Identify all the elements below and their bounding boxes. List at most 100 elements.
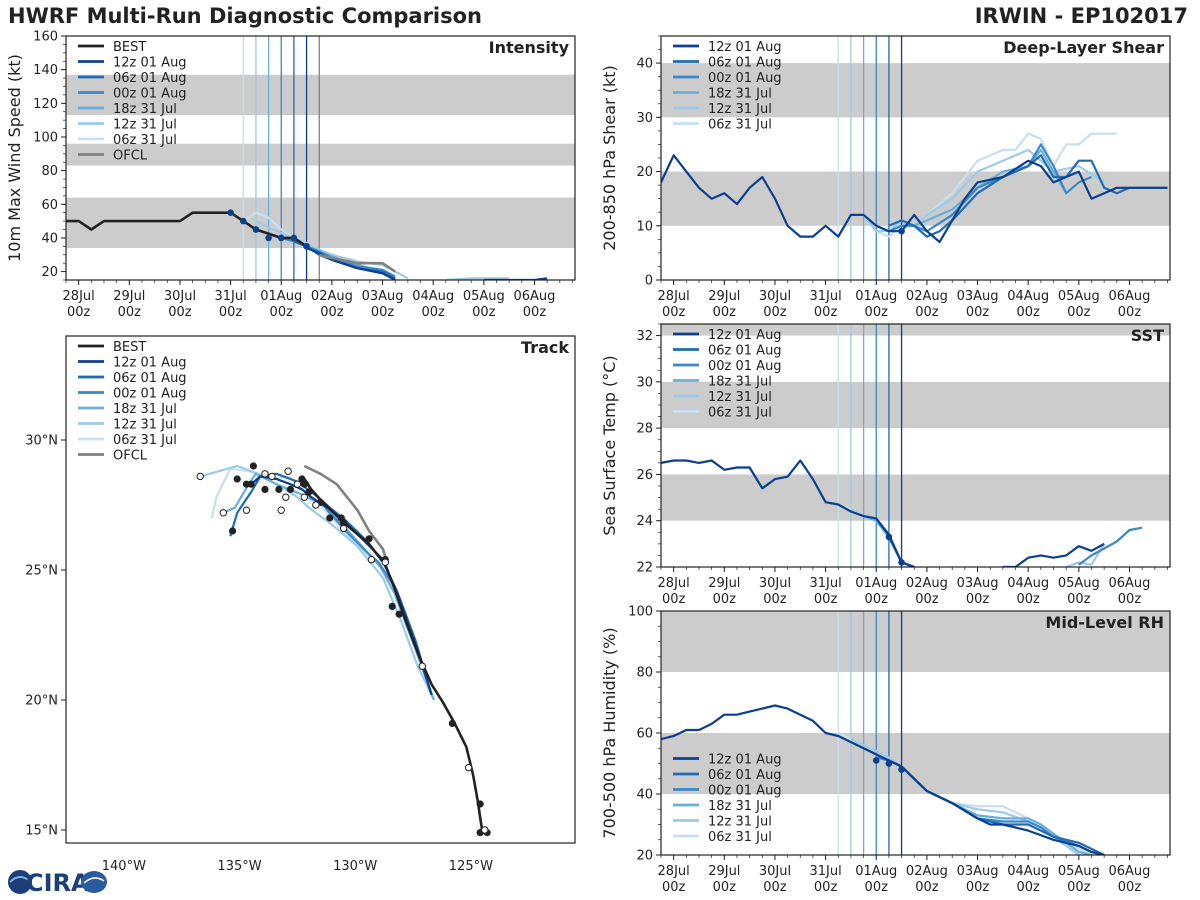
track-forecast-position-2 xyxy=(418,662,426,670)
shear-ytick-label-2: 20 xyxy=(636,165,653,180)
intensity-legend-label-12z-31-jul: 12z 31 Jul xyxy=(113,118,177,133)
shear-ytick-label-4: 40 xyxy=(636,57,653,72)
intensity-xtick-label-hour-6: 00z xyxy=(371,305,395,320)
rh-legend-label-12z-01-aug: 12z 01 Aug xyxy=(708,753,782,768)
intensity-legend-label-best: BEST xyxy=(113,40,146,55)
sst-legend-label-00z-01-aug: 00z 01 Aug xyxy=(708,359,782,374)
track-best-position-5 xyxy=(388,602,396,611)
sst-ytick-label-5: 32 xyxy=(636,329,653,344)
sst-legend-label-06z-31-jul: 06z 31 Jul xyxy=(708,406,772,421)
shear-marker-0 xyxy=(898,227,905,235)
rh-legend-label-00z-01-aug: 00z 01 Aug xyxy=(708,784,782,799)
rh-panel: 2040608010028Jul00z29Jul00z30Jul00z31Jul… xyxy=(600,605,1171,895)
sst-xtick-label-hour-0: 00z xyxy=(662,592,686,607)
track-ytick-label-3: 30°N xyxy=(25,434,58,449)
track-best-position-10 xyxy=(326,514,334,522)
track-forecast-position-0 xyxy=(481,826,489,834)
sst-xtick-label-hour-5: 00z xyxy=(915,592,939,607)
sst-series-12z-01-aug-8 xyxy=(1002,542,1105,567)
intensity-xtick-label-day-2: 30Jul xyxy=(164,289,196,304)
intensity-legend-label-00z-01-aug: 00z 01 Aug xyxy=(113,87,187,102)
rh-xtick-label-hour-0: 00z xyxy=(662,880,686,895)
cira-logo: CIRA xyxy=(8,869,107,897)
shear-xtick-label-day-0: 28Jul xyxy=(658,289,690,304)
track-forecast-position-14 xyxy=(242,506,251,514)
rh-band-1 xyxy=(661,611,1170,672)
shear-xtick-label-day-2: 30Jul xyxy=(759,289,791,304)
sst-plot-area xyxy=(661,324,1170,567)
intensity-ytick-label-2: 60 xyxy=(41,198,58,213)
sst-xtick-label-day-5: 02Aug xyxy=(906,576,948,591)
intensity-xtick-label-day-9: 06Aug xyxy=(514,289,556,304)
track-frame xyxy=(65,335,576,844)
track-legend-label-06z-31-jul: 06z 31 Jul xyxy=(113,433,177,448)
track-series-06z-01-aug-4 xyxy=(229,472,433,696)
rh-xtick-label-day-2: 30Jul xyxy=(759,864,791,879)
shear-band-1 xyxy=(661,63,1170,118)
rh-ytick-label-1: 40 xyxy=(636,788,653,803)
track-best-position-16 xyxy=(275,485,283,493)
rh-xtick-label-hour-4: 00z xyxy=(865,880,889,895)
rh-marker-1 xyxy=(885,760,893,767)
intensity-marker-3 xyxy=(265,234,272,242)
intensity-ylabel: 10m Max Wind Speed (kt) xyxy=(5,54,24,262)
track-forecast-position-4 xyxy=(367,555,376,564)
intensity-xtick-label-hour-4: 00z xyxy=(270,305,294,320)
rh-marker-2 xyxy=(898,766,905,773)
main-title: HWRF Multi-Run Diagnostic Comparison xyxy=(8,4,483,28)
intensity-xtick-label-day-4: 01Aug xyxy=(260,289,302,304)
track-best-position-4 xyxy=(395,610,403,618)
track-plot-area xyxy=(196,462,491,837)
intensity-xtick-label-hour-7: 00z xyxy=(422,305,446,320)
shear-ytick-label-3: 30 xyxy=(636,111,653,126)
track-legend-label-ofcl: OFCL xyxy=(113,449,148,464)
rh-xtick-label-hour-7: 00z xyxy=(1017,880,1041,895)
intensity-marker-0 xyxy=(227,209,234,216)
track-best-position-17 xyxy=(261,485,269,493)
sst-xtick-label-day-1: 29Jul xyxy=(708,576,740,591)
track-legend-label-12z-31-jul: 12z 31 Jul xyxy=(113,418,177,433)
shear-xtick-label-day-1: 29Jul xyxy=(708,289,740,304)
sst-xtick-label-day-2: 30Jul xyxy=(759,576,791,591)
intensity-xtick-label-day-7: 04Aug xyxy=(412,289,454,304)
track-forecast-position-9 xyxy=(284,467,292,475)
intensity-plot-area xyxy=(66,36,575,280)
rh-xtick-label-day-1: 29Jul xyxy=(708,864,740,879)
track-forecast-position-12 xyxy=(268,472,276,481)
shear-series-12z-01-aug-5 xyxy=(661,154,1168,244)
shear-xtick-label-hour-7: 00z xyxy=(1017,305,1041,320)
shear-ylabel: 200-850 hPa Shear (kt) xyxy=(600,65,619,251)
track-legend-label-00z-01-aug: 00z 01 Aug xyxy=(113,387,187,402)
rh-ytick-label-0: 20 xyxy=(636,849,653,864)
track-best-position-2 xyxy=(476,800,484,808)
sst-xtick-label-hour-7: 00z xyxy=(1017,592,1041,607)
sst-ylabel: Sea Surface Temp (°C) xyxy=(600,355,619,535)
track-legend-label-06z-01-aug: 06z 01 Aug xyxy=(113,371,187,386)
track-series-best-7 xyxy=(303,478,484,833)
shear-xtick-label-day-6: 03Aug xyxy=(957,289,999,304)
sst-xtick-label-hour-6: 00z xyxy=(966,592,990,607)
shear-series-00z-01-aug-3 xyxy=(875,143,1092,233)
rh-ytick-label-4: 100 xyxy=(628,605,653,620)
rh-xtick-label-hour-3: 00z xyxy=(814,880,838,895)
intensity-xtick-label-day-3: 31Jul xyxy=(214,289,246,304)
intensity-xtick-label-hour-8: 00z xyxy=(472,305,496,320)
sst-xtick-label-hour-1: 00z xyxy=(713,592,737,607)
shear-ytick-label-0: 0 xyxy=(645,274,653,289)
track-ytick-label-1: 20°N xyxy=(25,694,58,709)
track-forecast-position-11 xyxy=(277,506,285,514)
intensity-xtick-label-hour-5: 00z xyxy=(320,305,344,320)
sst-legend-label-12z-31-jul: 12z 31 Jul xyxy=(708,390,772,405)
intensity-ytick-label-4: 100 xyxy=(33,130,58,145)
intensity-series-12z-31-jul-6 xyxy=(445,277,510,280)
shear-legend-label-12z-01-aug: 12z 01 Aug xyxy=(708,40,782,55)
rh-xtick-label-day-3: 31Jul xyxy=(809,864,841,879)
sst-xtick-label-day-8: 05Aug xyxy=(1058,576,1100,591)
rh-ytick-label-2: 60 xyxy=(636,727,653,742)
rh-xtick-label-hour-8: 00z xyxy=(1067,880,1091,895)
intensity-marker-5 xyxy=(290,234,298,242)
rh-xtick-label-hour-5: 00z xyxy=(915,880,939,895)
